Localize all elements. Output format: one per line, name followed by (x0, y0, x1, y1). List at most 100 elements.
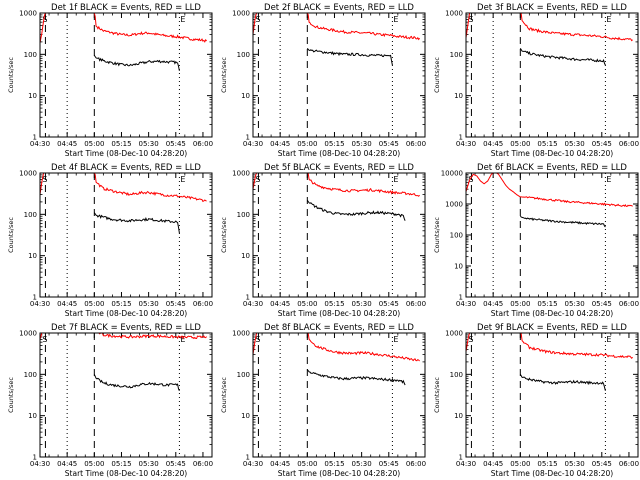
x-tick-label: 06:00 (619, 460, 639, 468)
x-tick-label: 05:45 (592, 140, 612, 148)
y-tick-label: 10 (28, 412, 37, 420)
x-tick-label: 04:45 (483, 460, 503, 468)
x-tick-label: 06:00 (406, 140, 426, 148)
plot-frame (252, 12, 426, 138)
x-tick-label: 05:00 (297, 140, 317, 148)
y-tick-label: 100 (237, 371, 250, 379)
x-tick-label: 05:00 (510, 140, 530, 148)
panel-5: Det 5f BLACK = Events, RED = LLD Counts/s… (220, 163, 426, 318)
x-tick-label: 05:00 (297, 460, 317, 468)
plot-frame (252, 332, 426, 458)
x-tick-label: 05:15 (324, 300, 344, 308)
series-events-line (93, 55, 180, 71)
x-tick-label: 05:45 (379, 460, 399, 468)
start-marker: S (468, 335, 473, 344)
plot-frame (465, 332, 639, 458)
x-tick-label: 05:30 (565, 140, 585, 148)
x-tick-label: 04:30 (456, 460, 476, 468)
x-tick-label: 06:00 (406, 300, 426, 308)
panel-6: Det 6f BLACK = Events, RED = LLD Counts/s… (433, 163, 639, 318)
x-tick-label: 06:00 (406, 460, 426, 468)
x-tick-label: 04:45 (483, 300, 503, 308)
start-marker: S (255, 335, 260, 344)
x-tick-label: 06:00 (619, 140, 639, 148)
y-tick-label: 100 (237, 51, 250, 59)
y-axis-label: Counts/sec (7, 217, 15, 253)
end-marker: E (606, 175, 611, 184)
y-tick-label: 1000 (19, 170, 37, 178)
x-tick-label: 05:45 (592, 460, 612, 468)
x-tick-label: 05:00 (510, 300, 530, 308)
x-tick-label: 05:45 (166, 140, 186, 148)
plot-frame (39, 12, 213, 138)
panel-title: Det 3f BLACK = Events, RED = LLD (477, 3, 627, 13)
y-axis-label: Counts/sec (220, 377, 228, 413)
end-marker: E (606, 335, 611, 344)
x-tick-label: 05:15 (537, 300, 557, 308)
x-tick-label: 04:45 (270, 460, 290, 468)
y-tick-label: 1 (246, 294, 250, 302)
y-tick-label: 100 (24, 211, 37, 219)
x-tick-label: 05:00 (84, 140, 104, 148)
x-tick-label: 05:45 (166, 300, 186, 308)
panel-7: Det 7f BLACK = Events, RED = LLD Counts/s… (7, 323, 213, 478)
x-tick-label: 05:15 (537, 140, 557, 148)
start-marker: S (42, 335, 47, 344)
x-tick-label: 05:45 (379, 300, 399, 308)
y-tick-label: 1000 (445, 330, 463, 338)
y-tick-label: 10 (454, 263, 463, 271)
panel-title: Det 5f BLACK = Events, RED = LLD (264, 163, 414, 173)
panel-4: Det 4f BLACK = Events, RED = LLD Counts/s… (7, 163, 213, 318)
y-tick-label: 1 (33, 134, 37, 142)
x-tick-label: 05:30 (352, 140, 372, 148)
x-tick-label: 05:30 (352, 460, 372, 468)
series-events-line (519, 48, 606, 66)
series-events-line (306, 199, 406, 221)
x-tick-label: 05:15 (324, 140, 344, 148)
y-tick-label: 1 (459, 294, 463, 302)
panel-title: Det 6f BLACK = Events, RED = LLD (477, 163, 627, 173)
panel-2: Det 2f BLACK = Events, RED = LLD Counts/s… (220, 3, 426, 158)
y-tick-label: 10000 (441, 170, 463, 178)
series-events-line (519, 374, 606, 391)
panel-3: Det 3f BLACK = Events, RED = LLD Counts/s… (433, 3, 639, 158)
y-tick-label: 100 (24, 51, 37, 59)
plot-frame (252, 172, 426, 298)
end-marker: E (180, 335, 185, 344)
x-tick-label: 04:30 (243, 140, 263, 148)
x-tick-label: 04:45 (270, 300, 290, 308)
y-tick-label: 10 (28, 92, 37, 100)
plot-frame (465, 12, 639, 138)
x-tick-label: 05:00 (84, 300, 104, 308)
y-tick-label: 1 (33, 294, 37, 302)
end-marker: E (180, 175, 185, 184)
x-axis-label: Start Time (08-Dec-10 04:28:20) (278, 469, 400, 478)
y-tick-label: 100 (24, 371, 37, 379)
x-axis-label: Start Time (08-Dec-10 04:28:20) (65, 149, 187, 158)
y-tick-label: 100 (237, 211, 250, 219)
x-tick-label: 05:30 (565, 300, 585, 308)
y-tick-label: 1 (459, 454, 463, 462)
x-tick-label: 05:30 (352, 300, 372, 308)
x-tick-label: 06:00 (193, 140, 213, 148)
start-marker: S (468, 15, 473, 24)
y-tick-label: 100 (450, 51, 463, 59)
x-tick-label: 04:45 (57, 460, 77, 468)
panel-title: Det 1f BLACK = Events, RED = LLD (51, 3, 201, 13)
start-marker: S (255, 175, 260, 184)
end-marker: E (180, 15, 185, 24)
y-tick-label: 100 (450, 232, 463, 240)
panel-title: Det 8f BLACK = Events, RED = LLD (264, 323, 414, 333)
x-tick-label: 04:45 (270, 140, 290, 148)
y-tick-label: 10 (454, 92, 463, 100)
end-marker: E (393, 175, 398, 184)
x-axis-label: Start Time (08-Dec-10 04:28:20) (491, 469, 613, 478)
y-axis-label: Counts/sec (220, 57, 228, 93)
x-axis-label: Start Time (08-Dec-10 04:28:20) (278, 149, 400, 158)
plot-frame (465, 172, 639, 298)
y-axis-label: Counts/sec (433, 377, 441, 413)
end-marker: E (393, 335, 398, 344)
x-tick-label: 05:30 (565, 460, 585, 468)
x-axis-label: Start Time (08-Dec-10 04:28:20) (65, 309, 187, 318)
x-tick-label: 04:30 (30, 300, 50, 308)
